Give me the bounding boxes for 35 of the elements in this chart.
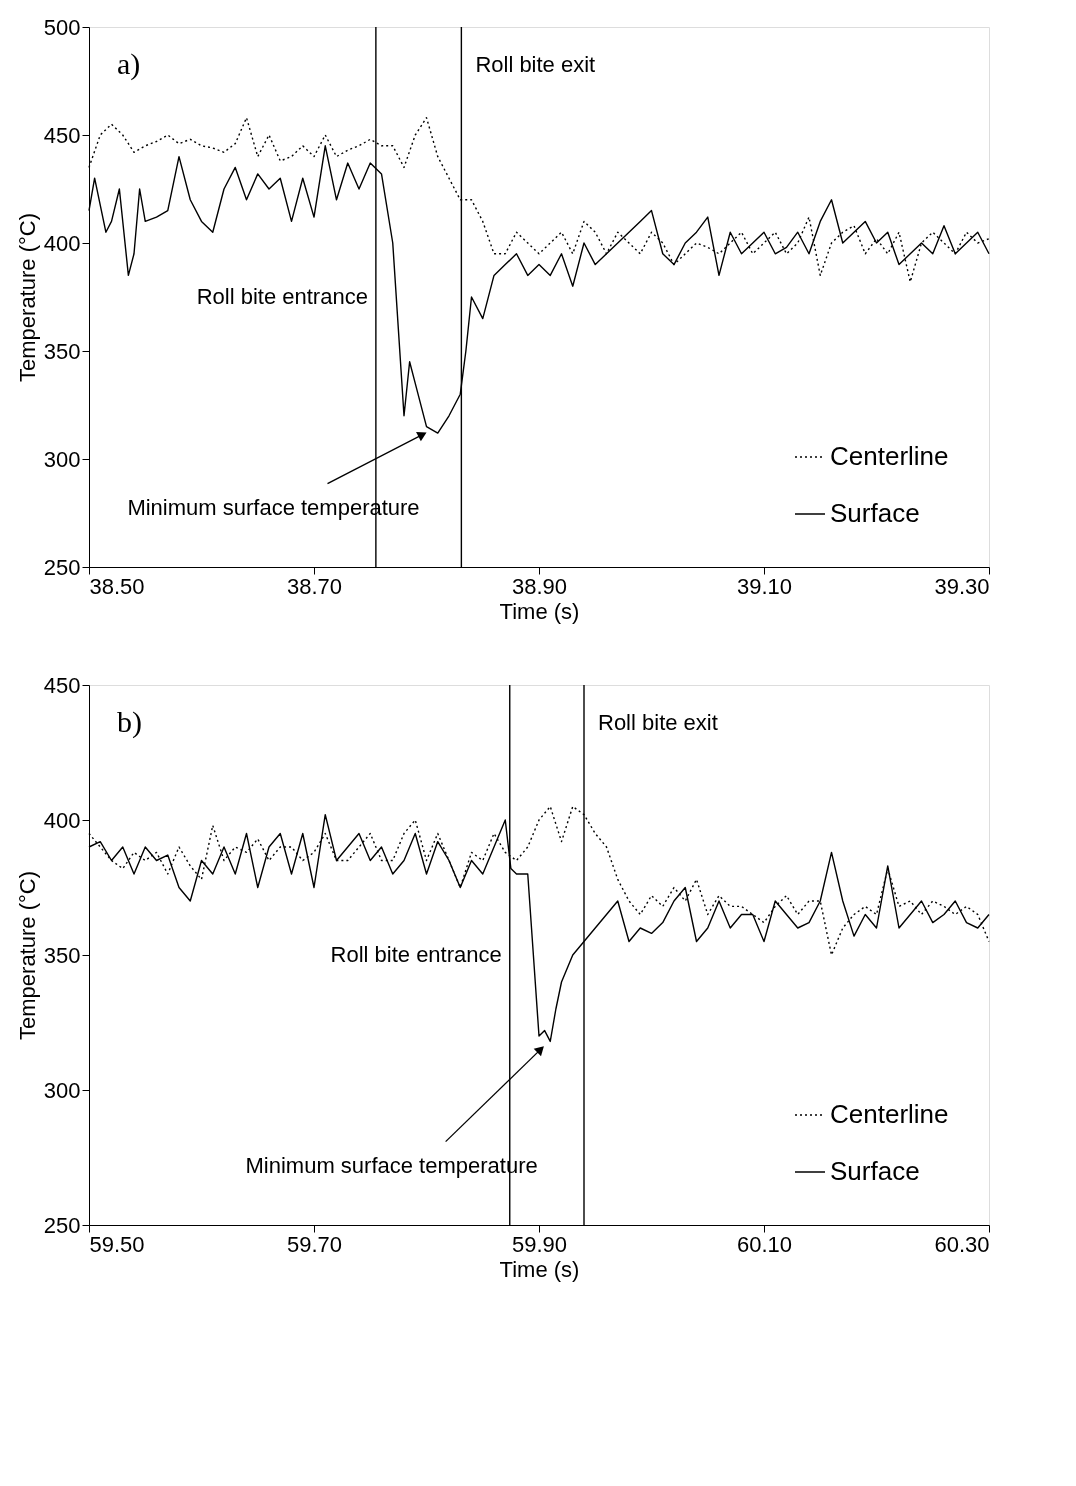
x-tick-label: 38.90 <box>511 573 568 599</box>
y-axis-title: Temperature (°C) <box>14 871 40 1040</box>
ref-line-label: Roll bite exit <box>598 709 718 735</box>
y-tick-label: 450 <box>43 672 81 698</box>
y-tick-label: 350 <box>43 942 81 968</box>
annotation: b) <box>117 704 142 739</box>
y-axis-title: Temperature (°C) <box>14 213 40 382</box>
y-tick-label: 300 <box>43 1077 81 1103</box>
y-tick-label: 450 <box>43 122 81 148</box>
y-tick-label: 350 <box>43 338 81 364</box>
legend-label: Centerline <box>830 441 949 471</box>
y-tick-label: 400 <box>43 230 81 256</box>
ref-line-label: Roll bite entrance <box>196 284 368 309</box>
annotation: a) <box>117 46 141 81</box>
y-tick-label: 400 <box>43 807 81 833</box>
y-tick-label: 250 <box>43 554 81 580</box>
x-tick-label: 60.30 <box>934 1231 990 1257</box>
x-tick-label: 38.50 <box>89 573 145 599</box>
x-tick-label: 59.50 <box>89 1231 145 1257</box>
y-tick-label: 300 <box>43 446 81 472</box>
x-tick-label: 59.70 <box>286 1231 343 1257</box>
y-tick-label: 500 <box>43 14 81 40</box>
x-tick-label: 39.30 <box>934 573 990 599</box>
ref-line-label: Roll bite entrance <box>330 942 502 967</box>
legend-label: Surface <box>830 498 920 528</box>
legend-label: Surface <box>830 1156 920 1186</box>
x-axis-title: Time (s) <box>499 598 580 624</box>
x-tick-label: 59.90 <box>511 1231 568 1257</box>
ref-line-label: Roll bite exit <box>475 51 596 77</box>
x-axis-title: Time (s) <box>499 1256 580 1282</box>
x-tick-label: 38.70 <box>286 573 343 599</box>
y-tick-label: 250 <box>43 1212 81 1238</box>
x-tick-label: 39.10 <box>736 573 793 599</box>
legend-label: Centerline <box>830 1099 949 1129</box>
x-tick-label: 60.10 <box>736 1231 793 1257</box>
